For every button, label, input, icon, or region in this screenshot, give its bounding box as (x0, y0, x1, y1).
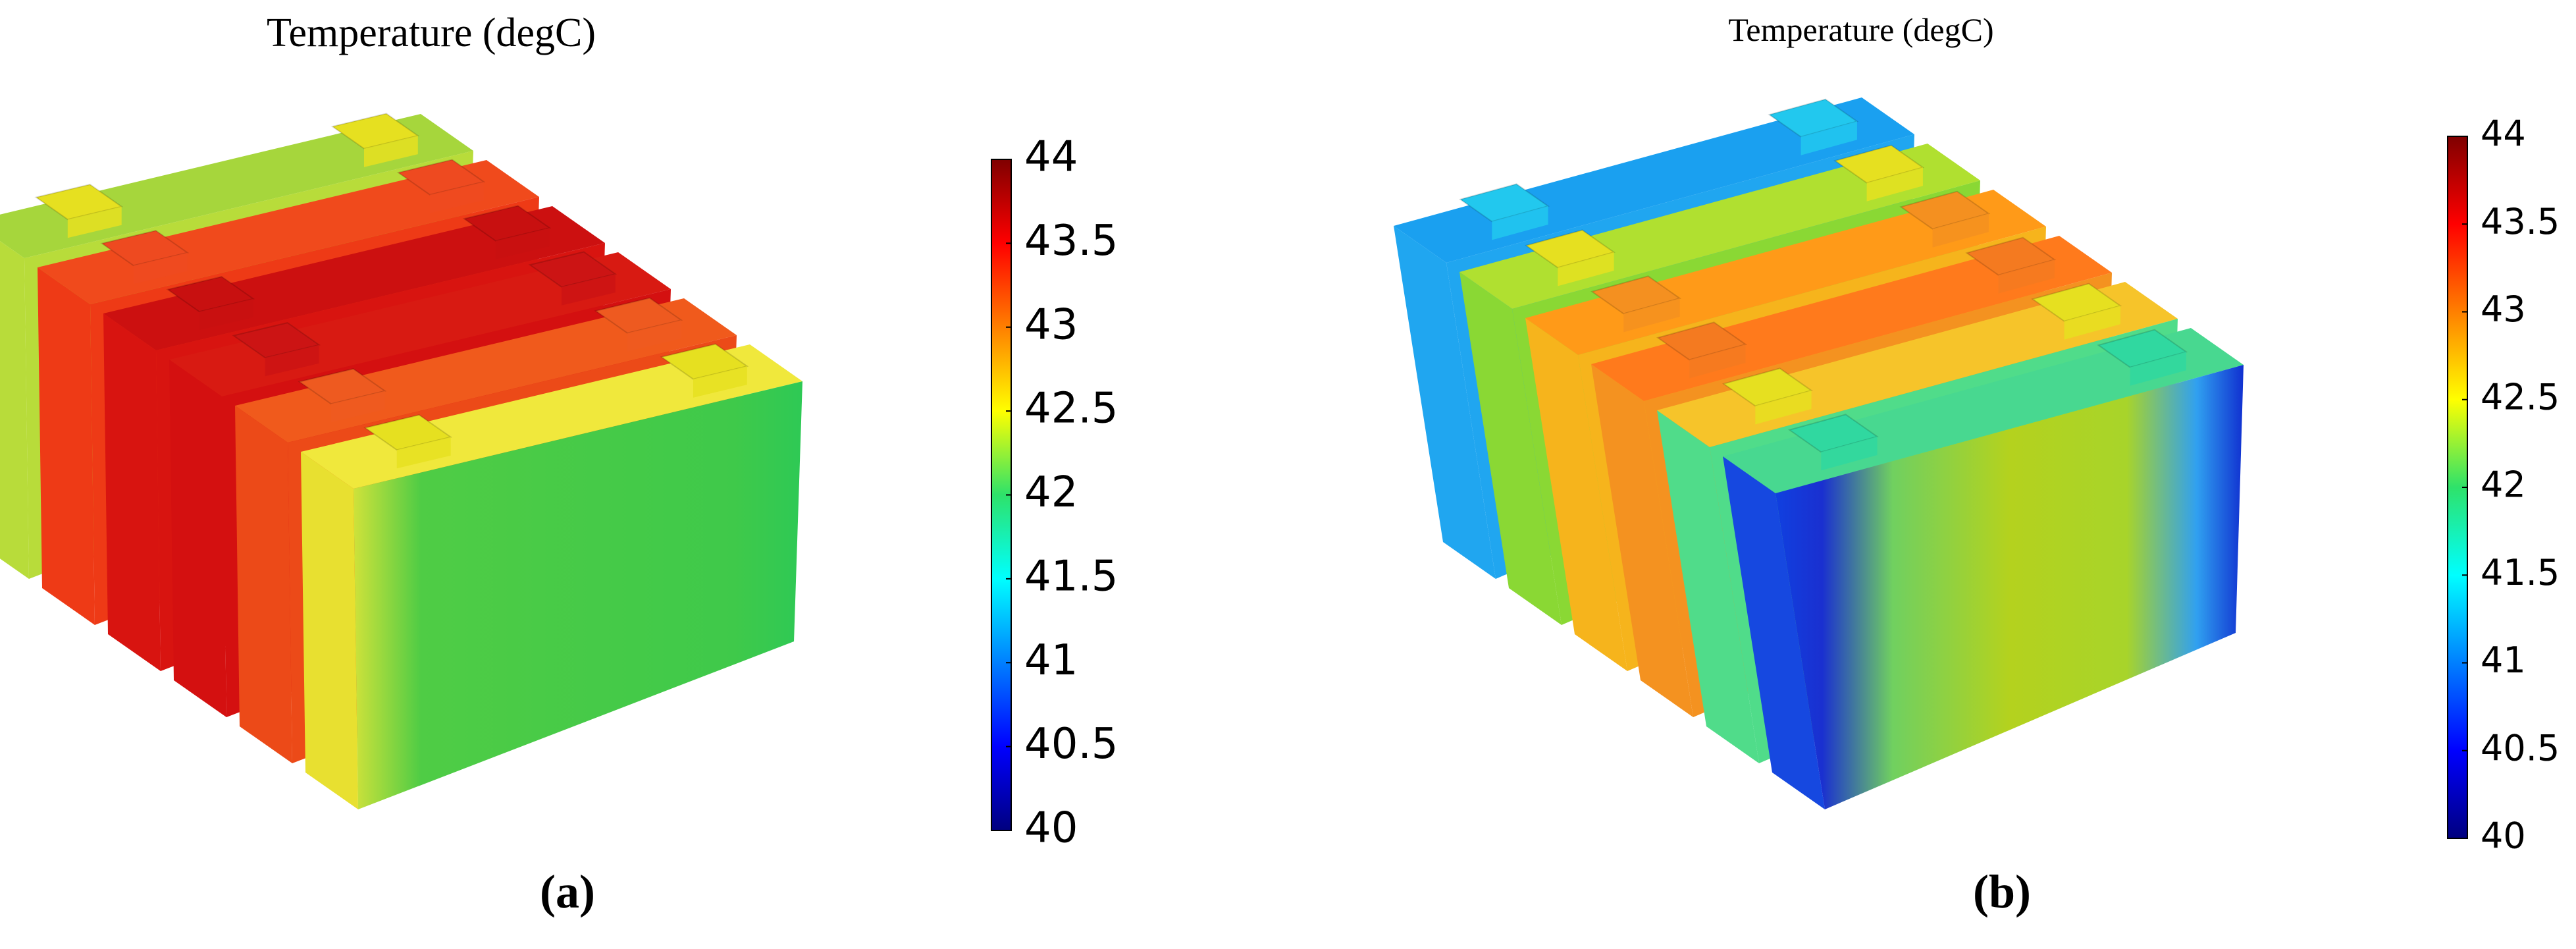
cell-tab (1821, 437, 1878, 471)
cell-tab (1998, 259, 2055, 294)
colorbar-tick-label: 40.5 (2481, 727, 2560, 769)
cell-tab (1590, 275, 1681, 315)
panel-a: Temperature (degC) (a) 40 40.5 41 41.5 42 42.… (0, 11, 1118, 918)
cell-tab (166, 276, 255, 313)
cell-tab (199, 298, 253, 331)
cell-tab (627, 320, 681, 352)
cell-tab (34, 184, 124, 221)
cell-tab (1558, 252, 1614, 286)
cell-tab (660, 343, 749, 380)
colorbar-tick-label: 42.5 (2481, 376, 2560, 418)
cell-tab (2031, 283, 2122, 322)
cell-side (235, 406, 292, 763)
cell-tab (330, 113, 420, 149)
cell-tab (67, 206, 122, 238)
cell-tab (2130, 352, 2186, 386)
cell-tab (1492, 206, 1548, 240)
cell-tab (396, 159, 486, 196)
cell-side (1459, 272, 1562, 625)
colorbar-tick-label: 42 (1024, 468, 1078, 517)
cell-side (38, 267, 95, 625)
cell-tab (1965, 236, 2057, 276)
colorbar-tick-label: 40 (1024, 804, 1078, 853)
cell-tab (1689, 344, 1746, 379)
cell-tab (496, 228, 550, 259)
colorbar-tick-label: 41.5 (1024, 552, 1118, 601)
colorbar-tick-label: 43.5 (2481, 201, 2560, 242)
cell-tab (1755, 391, 1812, 425)
colorbar-tick-label: 42.5 (1024, 385, 1118, 433)
colorbar-tick-label: 40.5 (1024, 720, 1118, 769)
cell-front (354, 381, 802, 809)
cell-side (301, 452, 358, 809)
battery-pack (1394, 97, 2244, 809)
panel-label: (a) (540, 865, 595, 918)
cell-tab (562, 274, 616, 306)
cell-tab (1833, 144, 1925, 184)
cell-tab (1656, 321, 1747, 361)
cell-tab (430, 182, 484, 213)
colorbar-tick-label: 40 (2481, 815, 2526, 857)
cell-tab (1899, 190, 1991, 230)
colorbar-tick-label: 41 (1024, 636, 1078, 685)
panel-b: Temperature (degC) (b) 40 40.5 41 41.5 42 42.… (1394, 11, 2560, 918)
cell-tab (133, 252, 188, 285)
cell-tab (364, 136, 418, 167)
cell-tab (232, 322, 321, 359)
cell-side (103, 313, 161, 671)
panel-title: Temperature (degC) (1728, 11, 1993, 48)
cell-side (1657, 410, 1759, 763)
colorbar-tick-label: 43 (2481, 288, 2526, 330)
cell-tab (1932, 213, 1989, 248)
cell-side (1525, 318, 1627, 671)
cell-front (1775, 365, 2244, 809)
colorbar-tick-label: 43 (1024, 300, 1078, 349)
cell-tab (528, 251, 618, 288)
cell-tab (396, 437, 451, 469)
cell-tab (1722, 367, 1813, 407)
cell-tab (1524, 229, 1616, 269)
colorbar-tick-label: 41 (2481, 639, 2526, 681)
cell-tab (1458, 183, 1550, 223)
cell-side (1394, 226, 1496, 579)
cell-tab (462, 205, 552, 242)
cell-tab (1768, 98, 1859, 138)
cell-tab (2097, 329, 2188, 368)
panel-label: (b) (1973, 865, 2031, 918)
cell-tab (2064, 306, 2120, 340)
cell-tab (1801, 121, 1857, 155)
colorbar-tick-label: 42 (2481, 464, 2526, 506)
colorbar-tick-label: 44 (2481, 113, 2526, 155)
cell-tab (1787, 414, 1879, 453)
colorbar-tick-label: 43.5 (1024, 217, 1118, 265)
colorbar-tick-label: 41.5 (2481, 552, 2560, 593)
cell-side (169, 360, 226, 717)
cell-tab (693, 366, 747, 398)
colorbar-tick-label: 44 (1024, 133, 1078, 182)
cell-tab (594, 297, 683, 334)
cell-side (1723, 456, 1825, 809)
cell-side (1591, 364, 1693, 717)
cell-tab (1866, 167, 1923, 202)
cell-tab (1623, 298, 1680, 333)
cell-tab (265, 344, 319, 377)
cell-tab (330, 391, 385, 423)
cell-side (0, 241, 29, 579)
battery-pack (0, 113, 802, 809)
panel-title: Temperature (degC) (267, 11, 596, 55)
